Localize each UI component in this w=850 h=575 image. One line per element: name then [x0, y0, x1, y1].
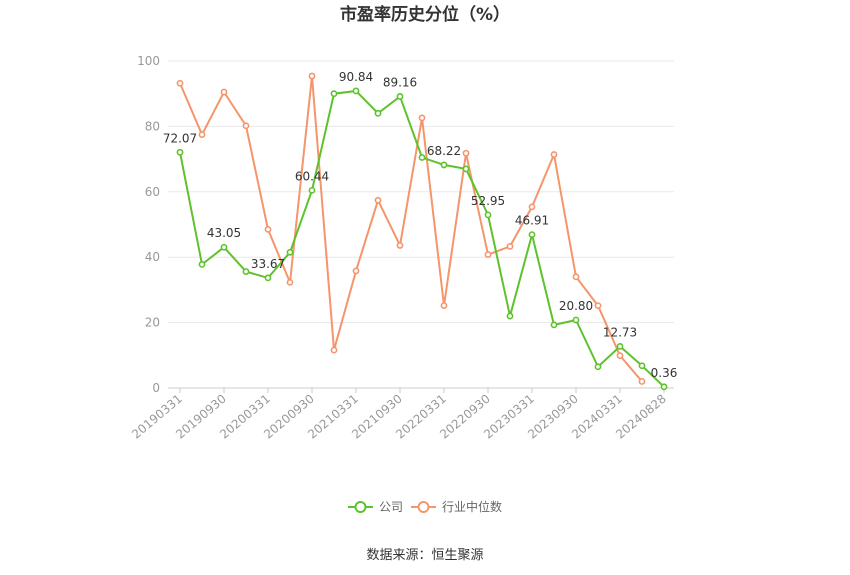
x-axis: 2019033120190930202003312020093020210331…	[129, 388, 669, 442]
y-tick-label: 20	[145, 316, 160, 330]
legend-item[interactable]: 行业中位数	[411, 499, 502, 514]
series-line	[179, 75, 643, 383]
grid-lines	[168, 60, 674, 389]
data-label: 43.05	[207, 226, 241, 240]
data-point	[550, 151, 558, 158]
data-point	[638, 362, 646, 370]
data-point	[550, 321, 558, 329]
data-label: 52.95	[471, 194, 505, 208]
data-point	[330, 90, 338, 98]
data-point	[418, 154, 426, 161]
data-point	[374, 109, 382, 117]
data-point	[616, 342, 624, 350]
data-point	[616, 352, 624, 360]
data-point	[572, 316, 580, 324]
data-point	[572, 273, 580, 281]
data-point	[462, 149, 470, 157]
data-point	[286, 248, 294, 256]
data-label: 46.91	[515, 214, 549, 228]
data-point	[638, 378, 646, 385]
y-tick-label: 100	[137, 54, 160, 68]
data-point	[374, 196, 382, 204]
source-note: 数据来源：恒生聚源	[366, 548, 483, 563]
data-point	[484, 211, 492, 219]
data-point	[220, 88, 228, 96]
data-label: 90.84	[339, 70, 373, 84]
data-point	[440, 161, 448, 169]
series-layer	[176, 72, 668, 391]
data-point	[528, 203, 536, 211]
data-point	[286, 278, 294, 286]
legend-label: 公司	[379, 500, 403, 514]
data-point	[594, 302, 602, 309]
data-point	[528, 231, 536, 239]
data-point	[198, 131, 206, 138]
data-label: 89.16	[383, 75, 417, 89]
data-point	[198, 260, 206, 268]
legend[interactable]: 公司 行业中位数	[348, 499, 502, 514]
data-point	[506, 312, 514, 320]
data-labels: 72.07 43.05 33.67 60.44 90.84 89.16 68.22 52.95…	[163, 70, 678, 380]
data-point	[308, 186, 316, 194]
data-point	[176, 79, 184, 87]
data-point	[330, 346, 338, 354]
series-line	[179, 89, 665, 388]
data-point	[242, 268, 250, 275]
data-point	[352, 267, 360, 275]
y-axis: 0 20 40 60 80 100	[137, 54, 160, 395]
data-point	[462, 165, 470, 173]
data-point	[308, 72, 316, 80]
data-label: 12.73	[603, 325, 637, 339]
data-point	[396, 242, 404, 249]
data-label: 33.67	[251, 257, 285, 271]
data-label: 68.22	[427, 144, 461, 158]
data-point	[484, 251, 492, 258]
data-label: 60.44	[295, 169, 329, 183]
data-point	[418, 114, 426, 122]
data-point	[594, 363, 602, 371]
data-point	[660, 383, 668, 391]
data-point	[506, 243, 514, 250]
data-label: 72.07	[163, 131, 197, 145]
data-point	[440, 302, 448, 309]
data-point	[242, 122, 250, 130]
data-point	[264, 226, 272, 233]
data-point	[176, 148, 184, 156]
chart-title: 市盈率历史分位（%）	[340, 4, 510, 25]
y-tick-label: 0	[152, 381, 160, 395]
legend-item[interactable]: 公司	[348, 500, 403, 514]
legend-marker	[417, 501, 430, 513]
y-tick-label: 60	[145, 185, 160, 199]
data-point	[264, 274, 272, 282]
data-point	[352, 87, 360, 95]
data-point	[396, 93, 404, 100]
data-point	[220, 243, 228, 251]
legend-marker	[354, 501, 367, 513]
data-label: 20.80	[559, 299, 593, 313]
y-tick-label: 40	[145, 250, 160, 264]
legend-label: 行业中位数	[442, 499, 502, 514]
y-tick-label: 80	[145, 119, 160, 133]
data-label: 0.36	[651, 366, 678, 380]
